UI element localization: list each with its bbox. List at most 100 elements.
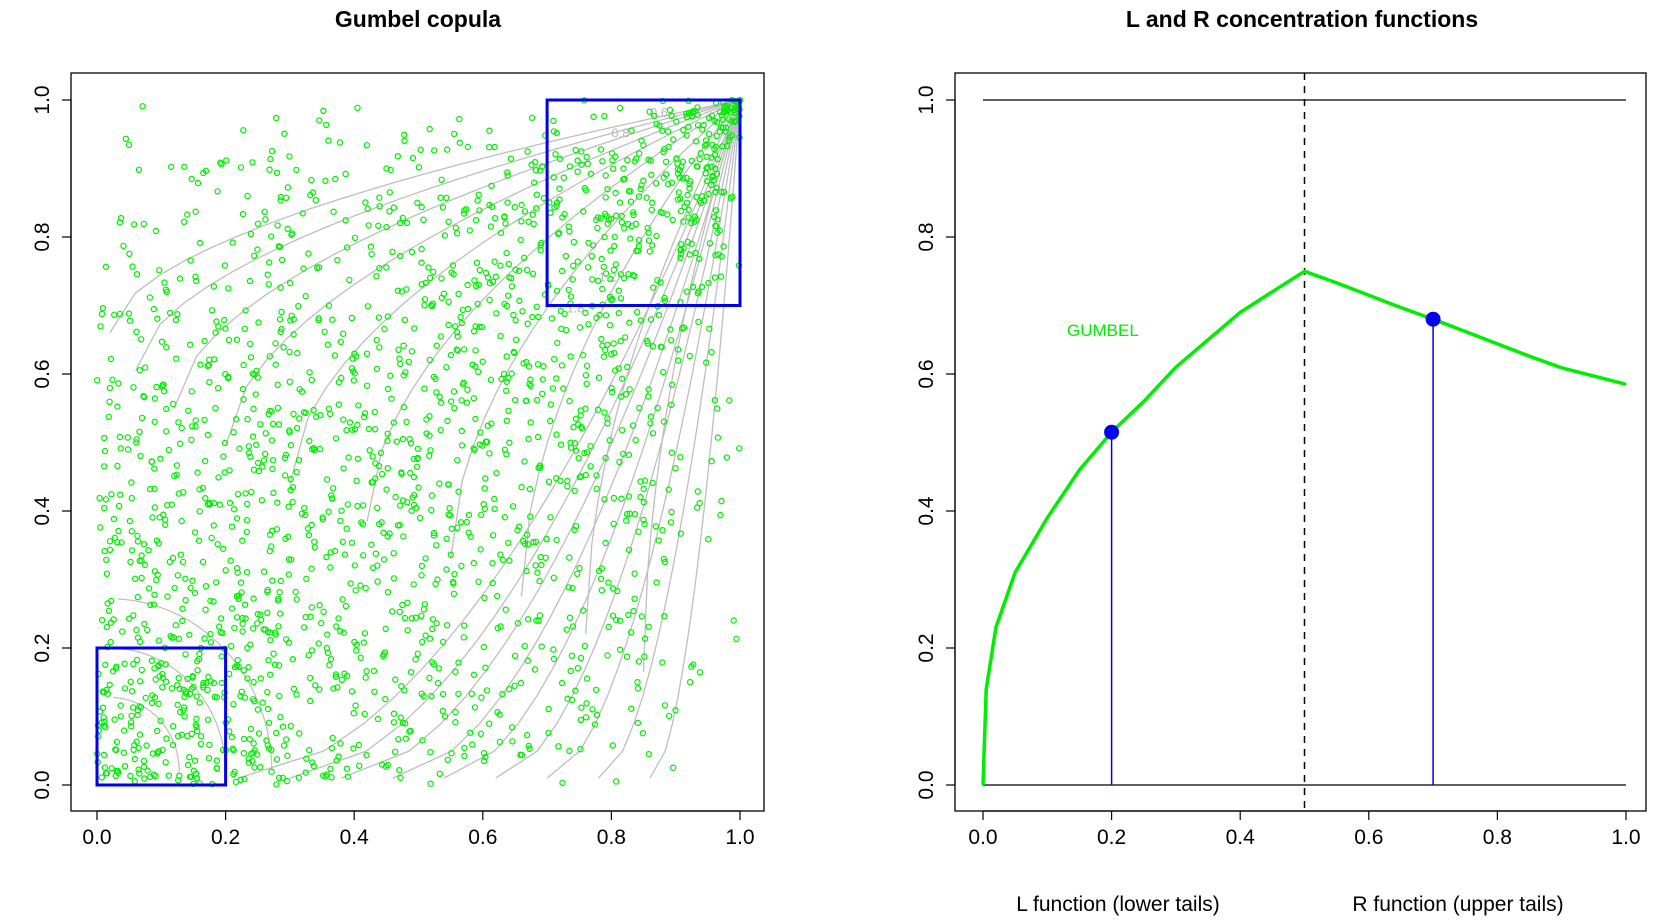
scatter-point bbox=[615, 287, 623, 294]
scatter-point bbox=[455, 690, 462, 698]
scatter-point bbox=[354, 502, 361, 510]
scatter-point bbox=[169, 741, 177, 749]
scatter-point bbox=[131, 755, 139, 763]
scatter-point bbox=[383, 223, 390, 231]
scatter-point bbox=[525, 742, 532, 750]
scatter-point bbox=[712, 251, 719, 259]
scatter-point bbox=[378, 470, 386, 478]
scatter-point bbox=[330, 485, 337, 492]
scatter-point bbox=[296, 730, 303, 737]
scatter-point bbox=[189, 674, 196, 681]
scatter-point bbox=[696, 500, 703, 507]
scatter-point bbox=[459, 381, 467, 388]
scatter-point bbox=[602, 539, 609, 547]
scatter-point bbox=[680, 126, 687, 134]
scatter-point bbox=[438, 176, 445, 183]
scatter-point bbox=[472, 216, 480, 224]
scatter-point bbox=[330, 685, 337, 692]
scatter-point bbox=[172, 316, 180, 324]
scatter-point bbox=[538, 561, 545, 569]
scatter-point bbox=[593, 711, 601, 719]
scatter-point bbox=[692, 138, 700, 145]
scatter-point bbox=[260, 568, 268, 575]
scatter-point bbox=[477, 730, 485, 738]
scatter-point bbox=[599, 285, 606, 293]
scatter-point bbox=[129, 263, 136, 270]
scatter-point bbox=[408, 248, 416, 256]
scatter-point bbox=[427, 447, 434, 454]
scatter-point bbox=[640, 142, 647, 149]
scatter-point bbox=[267, 671, 274, 678]
scatter-point bbox=[670, 136, 677, 143]
scatter-point bbox=[568, 652, 576, 659]
scatter-point bbox=[553, 375, 560, 382]
scatter-point bbox=[352, 702, 359, 709]
scatter-point bbox=[206, 379, 213, 386]
y-tick-label: 0.8 bbox=[915, 222, 938, 251]
scatter-point bbox=[615, 365, 622, 372]
scatter-point bbox=[506, 274, 513, 281]
scatter-point bbox=[240, 750, 247, 757]
scatter-point bbox=[680, 218, 687, 225]
scatter-point bbox=[166, 558, 173, 566]
scatter-point bbox=[384, 437, 391, 445]
scatter-point bbox=[201, 416, 208, 424]
scatter-point bbox=[246, 340, 254, 348]
scatter-point bbox=[308, 176, 315, 184]
scatter-point bbox=[342, 217, 349, 224]
scatter-point bbox=[619, 427, 626, 434]
scatter-point bbox=[430, 532, 438, 539]
scatter-point bbox=[327, 549, 334, 556]
scatter-point bbox=[539, 163, 546, 170]
scatter-point bbox=[486, 280, 494, 287]
scatter-point bbox=[720, 188, 728, 196]
scatter-point bbox=[481, 594, 488, 602]
scatter-point bbox=[708, 163, 715, 170]
scatter-point bbox=[566, 747, 573, 755]
scatter-point bbox=[182, 597, 189, 604]
scatter-point bbox=[611, 233, 619, 240]
scatter-point bbox=[342, 170, 349, 178]
scatter-point bbox=[502, 606, 509, 613]
scatter-point bbox=[171, 584, 178, 592]
scatter-point bbox=[118, 628, 126, 635]
scatter-point bbox=[517, 236, 524, 244]
scatter-point bbox=[428, 506, 435, 514]
scatter-point bbox=[503, 353, 510, 360]
scatter-point bbox=[705, 130, 713, 138]
scatter-point bbox=[426, 674, 433, 682]
scatter-point bbox=[582, 714, 590, 721]
scatter-point bbox=[337, 740, 344, 747]
scatter-point bbox=[458, 442, 466, 449]
scatter-point bbox=[615, 309, 623, 317]
scatter-point bbox=[141, 775, 148, 782]
scatter-point bbox=[398, 469, 405, 476]
scatter-point bbox=[510, 348, 517, 356]
scatter-point bbox=[523, 358, 530, 366]
scatter-point bbox=[491, 258, 498, 265]
scatter-point bbox=[371, 426, 379, 433]
scatter-point bbox=[661, 702, 669, 709]
scatter-point bbox=[508, 283, 516, 290]
scatter-point bbox=[508, 370, 515, 377]
scatter-point bbox=[567, 353, 574, 360]
scatter-point bbox=[116, 219, 124, 226]
scatter-point bbox=[489, 560, 496, 567]
scatter-point bbox=[572, 523, 580, 530]
scatter-point bbox=[518, 483, 525, 491]
scatter-point bbox=[703, 359, 710, 366]
scatter-point bbox=[312, 682, 319, 689]
scatter-point bbox=[283, 636, 290, 643]
scatter-point bbox=[327, 410, 334, 418]
scatter-point bbox=[454, 457, 461, 464]
scatter-point bbox=[175, 635, 182, 643]
contour-line bbox=[585, 99, 741, 635]
scatter-point bbox=[230, 506, 238, 513]
scatter-point bbox=[599, 342, 606, 349]
scatter-point bbox=[645, 623, 652, 631]
scatter-point bbox=[409, 154, 417, 162]
scatter-point bbox=[222, 567, 229, 574]
scatter-point bbox=[668, 179, 676, 186]
scatter-point bbox=[101, 547, 108, 555]
scatter-point bbox=[712, 207, 720, 214]
